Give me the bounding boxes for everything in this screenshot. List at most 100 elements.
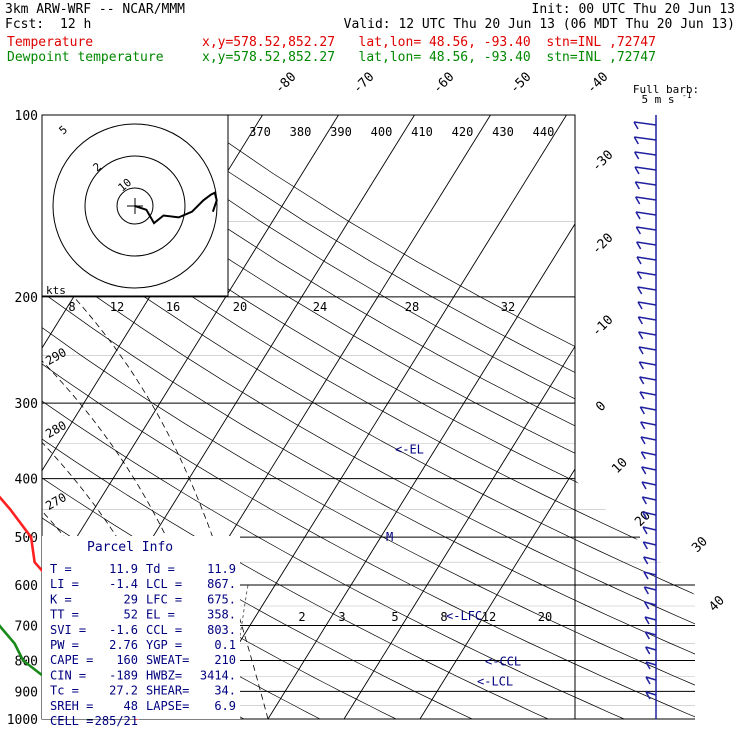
wind-barb [637, 301, 657, 306]
dry-adiabat [108, 115, 695, 719]
wind-barb-feather [642, 541, 648, 550]
wind-barb-feather [635, 226, 641, 235]
wind-barb [641, 481, 657, 486]
wind-barb-feather [640, 421, 646, 430]
parcel-info-value: -189 [109, 668, 138, 682]
wind-barb-feather [638, 361, 644, 370]
theta-label: 420 [452, 125, 474, 139]
wind-barb [634, 166, 657, 171]
wind-barb-feather [639, 391, 645, 400]
wind-barb-feather [644, 631, 650, 640]
theta-label: 440 [533, 125, 555, 139]
dry-adiabat [42, 115, 695, 719]
wind-barb [639, 361, 657, 366]
isotherm-label: 0 [593, 399, 609, 415]
wind-barb-feather [639, 406, 645, 415]
dry-adiabat [147, 115, 695, 719]
parcel-info-key: EL = [146, 608, 175, 622]
isotherm [42, 115, 339, 719]
mixing-ratio-label: 16 [166, 300, 180, 314]
parcel-info-key: Td = [146, 562, 175, 576]
plot-frame [41, 114, 576, 720]
parcel-info-value: 2.76 [109, 638, 138, 652]
wind-barb [643, 541, 657, 546]
parcel-info-key: LFC = [146, 592, 182, 606]
isotherm-label: 10 [609, 455, 631, 477]
wind-barb [640, 436, 657, 441]
parcel-info-key: CIN = [50, 668, 86, 682]
wind-barb-feather [635, 196, 641, 205]
mixing-ratio-label: 32 [501, 300, 515, 314]
hodograph-trace [134, 191, 218, 225]
mixing-ratio-label: 12 [110, 300, 124, 314]
wind-barb-feather [641, 466, 647, 475]
wind-barb-feather [645, 676, 651, 685]
wind-barb-feather [637, 316, 643, 325]
forecast-label: Fcst: [5, 17, 45, 32]
hodograph-units: kts [46, 284, 66, 297]
mixing-ratio-label: 28 [405, 300, 419, 314]
wind-barb [636, 256, 657, 261]
wind-barb [641, 466, 657, 471]
forecast-value: 12 h [60, 17, 92, 32]
valid-time: Valid: 12 UTC Thu 20 Jun 13 (06 MDT Thu … [343, 17, 735, 32]
wind-barb-feather [639, 376, 645, 385]
parcel-info-key: TT = [50, 608, 79, 622]
wind-barb-feather [633, 121, 639, 130]
isotherm [419, 115, 695, 719]
parcel-info-key: T = [50, 562, 72, 576]
wind-barb [645, 631, 657, 636]
wind-barb-feather [645, 661, 651, 670]
pressure-label: 100 [15, 109, 38, 124]
dry-adiabat [69, 115, 695, 719]
barb-key-units: 5 m s [641, 93, 674, 106]
parcel-info-title: Parcel Info [87, 540, 173, 555]
wind-barb [640, 406, 657, 411]
theta-label: 410 [411, 125, 433, 139]
parcel-info-key: CCL = [146, 623, 182, 637]
wind-barb-feather [641, 481, 647, 490]
wind-barb [638, 316, 657, 321]
wind-barb-feather [637, 301, 643, 310]
dry-adiabat [42, 115, 695, 719]
wind-barb-feather [644, 616, 650, 625]
wind-barb [634, 136, 657, 141]
model-title: 3km ARW-WRF -- NCAR/MMM [5, 2, 186, 17]
isotherm-label: -10 [589, 313, 616, 340]
wind-barb [637, 271, 657, 276]
mixing-ratio-label: 5 [391, 610, 398, 624]
parcel-info-box [42, 536, 240, 719]
mixing-ratio-label: 24 [313, 300, 327, 314]
wind-barb-feather [642, 511, 648, 520]
wind-barb [636, 241, 657, 246]
isotherm [191, 115, 567, 719]
wind-barb-feather [636, 241, 642, 250]
wind-barb [639, 391, 657, 396]
wind-barb [645, 691, 657, 696]
mixing-ratio-label: 20 [233, 300, 247, 314]
dry-adiabat [42, 115, 695, 719]
wind-barb [642, 496, 657, 501]
level-annotation: <-CCL [485, 654, 521, 668]
isotherm-label: -60 [430, 70, 457, 97]
parcel-info-key: CELL = [50, 714, 93, 728]
hodograph-ring [84, 155, 186, 257]
wind-barb-feather [645, 646, 651, 655]
theta-label: 400 [371, 125, 393, 139]
wind-barb [640, 421, 657, 426]
dry-adiabat [42, 115, 695, 719]
wind-barb-feather [636, 271, 642, 280]
level-annotation: <-EL [395, 443, 424, 457]
parcel-info-value: 803. [207, 623, 236, 637]
wind-barb-feather [638, 331, 644, 340]
wind-barb-feather [643, 556, 649, 565]
wind-barb-feather [640, 451, 646, 460]
wind-barb [642, 511, 657, 516]
temperature-legend-name: Temperature [7, 35, 94, 50]
theta-label: 290 [43, 345, 69, 368]
wind-barb [636, 226, 657, 231]
level-annotation: <-LCL [477, 675, 513, 689]
theta-label: 370 [249, 125, 271, 139]
parcel-info-value: 11.9 [207, 562, 236, 576]
